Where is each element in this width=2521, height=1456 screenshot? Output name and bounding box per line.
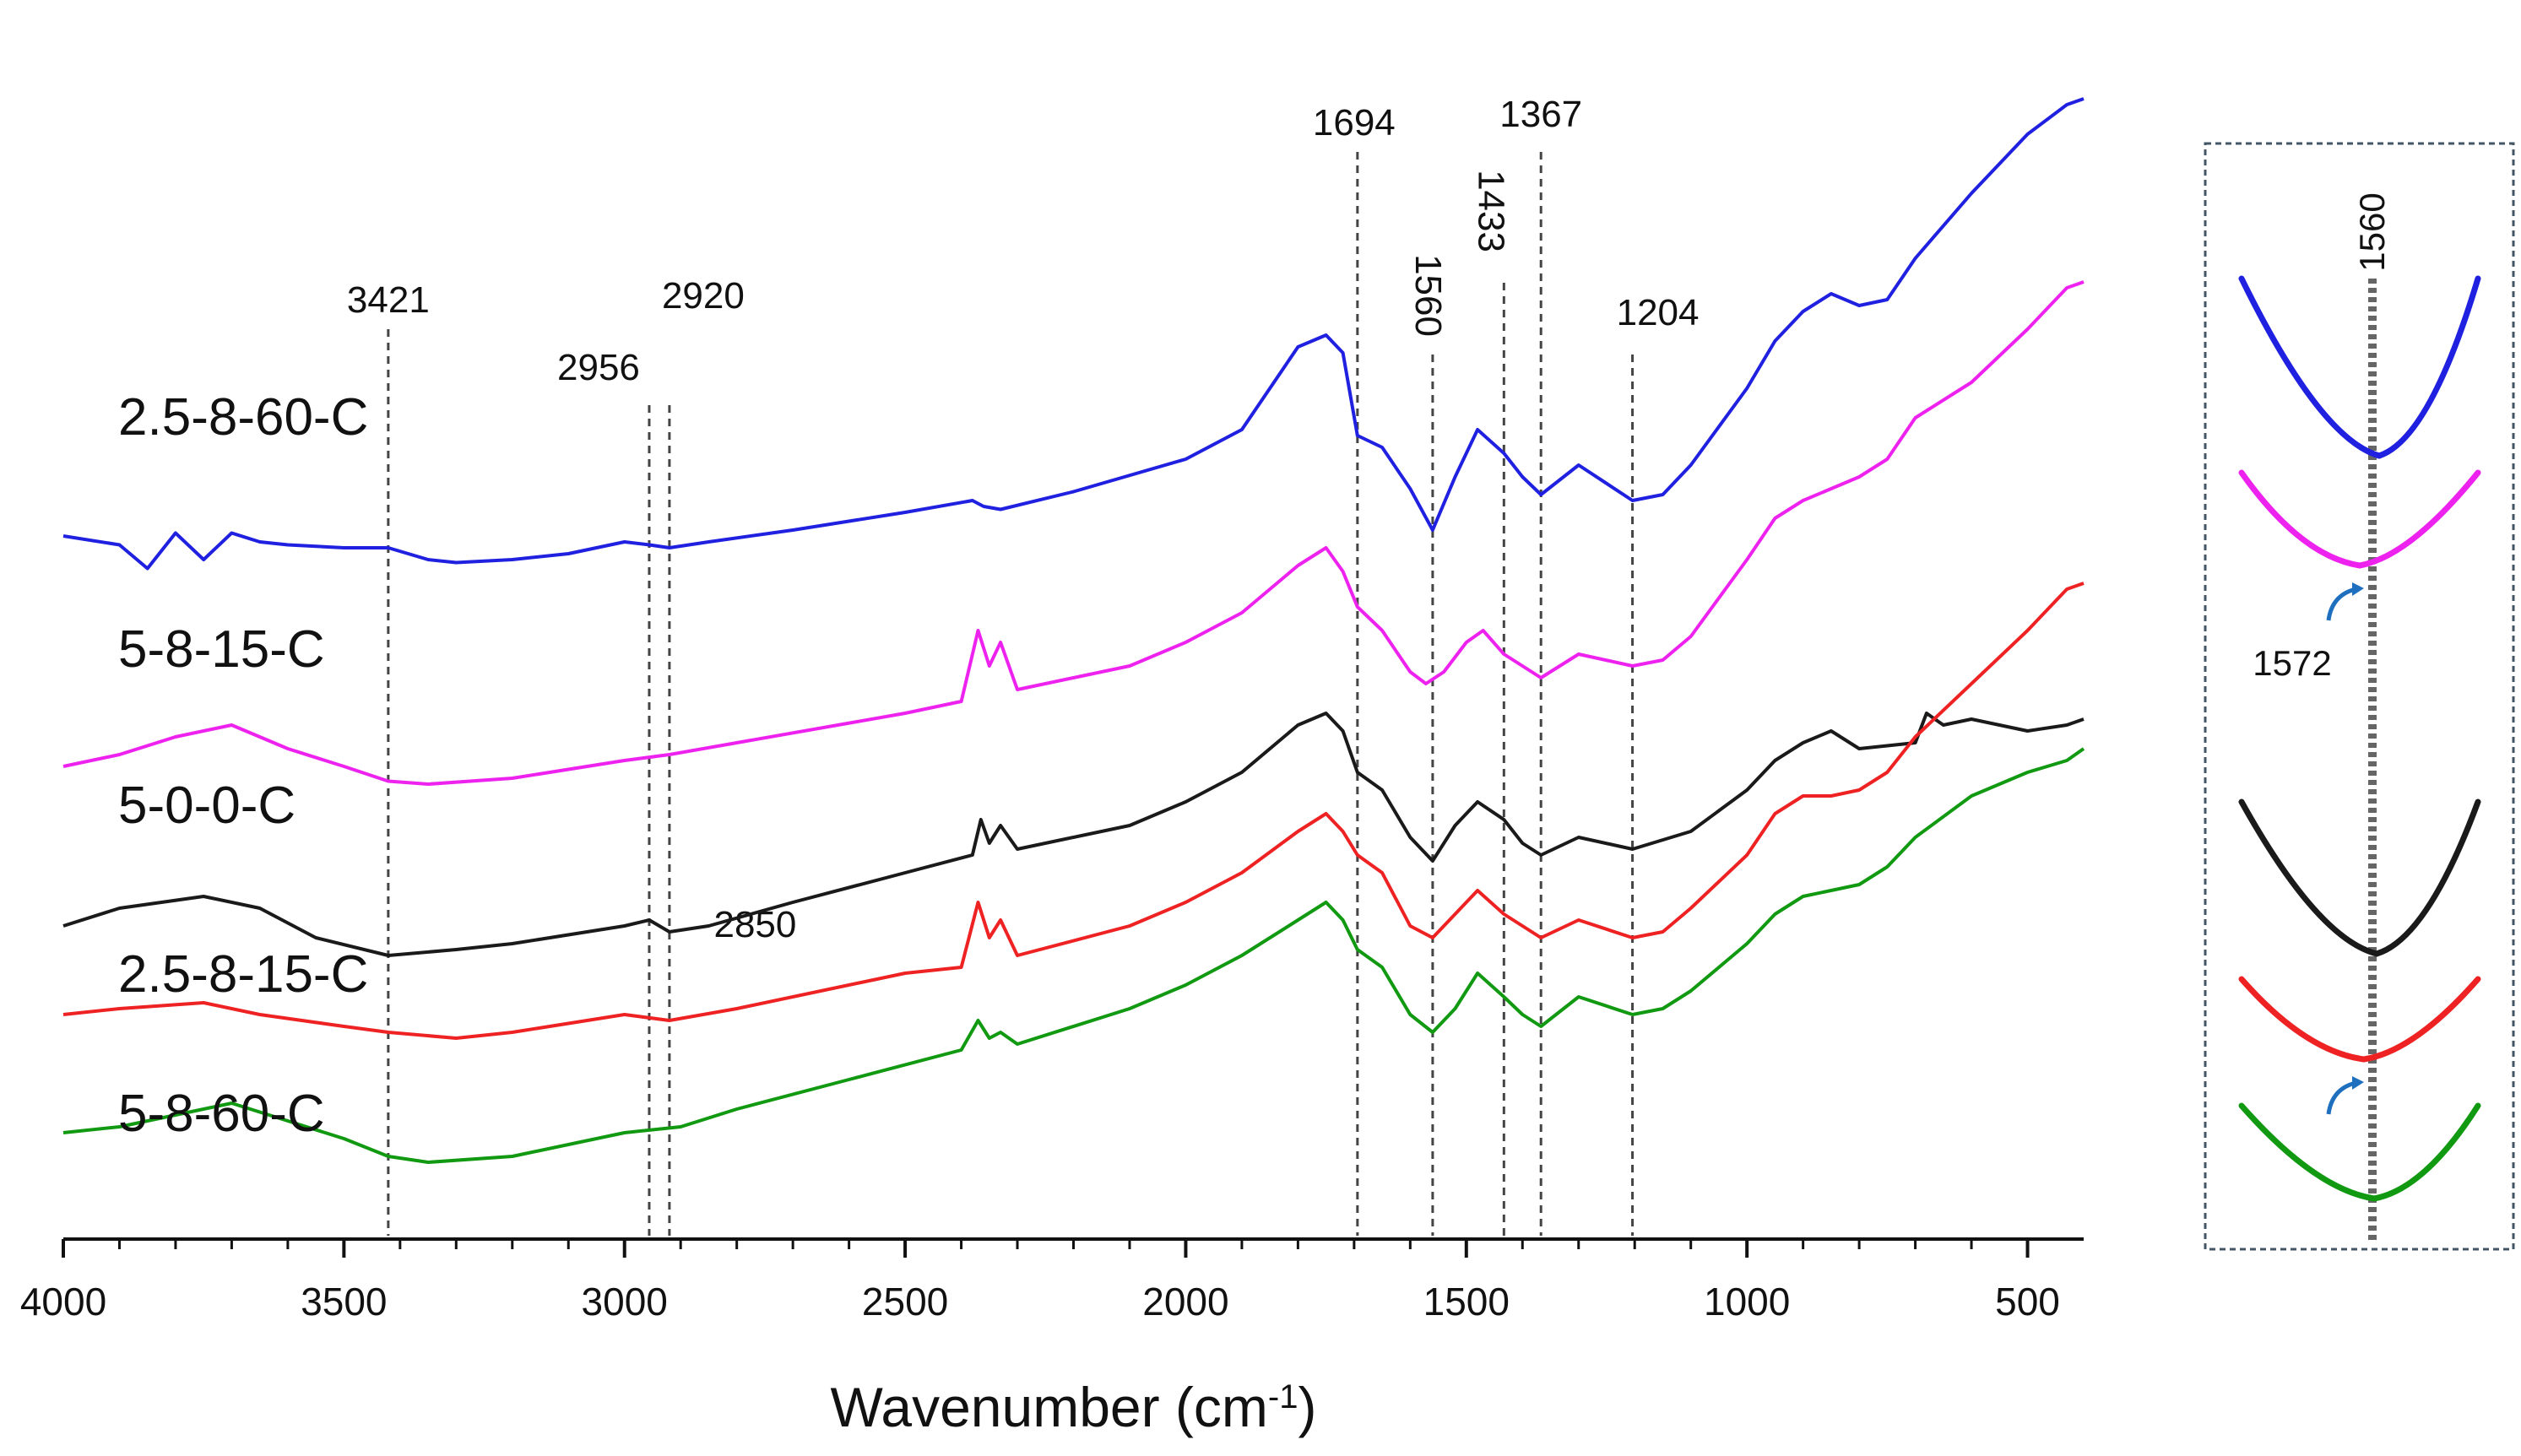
inset-frame (2204, 142, 2515, 1251)
series-label: 2.5-8-60-C (118, 388, 368, 447)
x-tick-label: 500 (1995, 1280, 2060, 1323)
inset-series-line (2238, 275, 2481, 459)
series-line (62, 712, 2085, 957)
inset-plot: 1560 1572 (2204, 142, 2515, 1251)
peak-label: 1560 (1407, 254, 1449, 337)
series-label: 2.5-8-15-C (118, 945, 368, 1004)
series-label: 5-8-15-C (118, 620, 325, 679)
peak-label: 1204 (1617, 292, 1700, 333)
series-line (62, 747, 2085, 1164)
x-tick-label: 1000 (1704, 1280, 1790, 1323)
inset-shift-arrowhead (2352, 582, 2364, 596)
series-line (62, 280, 2085, 786)
inset-shift-label: 1572 (2253, 643, 2331, 683)
inset-peak-label: 1560 (2352, 192, 2392, 271)
x-tick-label: 4000 (20, 1280, 106, 1323)
inset-series-line (2238, 976, 2481, 1063)
peak-label: 2956 (557, 347, 640, 388)
inset-shift-arrow (2326, 1080, 2356, 1115)
inset-series-line (2238, 798, 2481, 957)
series-label: 5-0-0-C (118, 777, 295, 835)
x-tick-label: 2500 (862, 1280, 948, 1323)
peak-label: 1433 (1470, 170, 1511, 252)
x-tick-label: 2000 (1142, 1280, 1228, 1323)
inset-shift-arrowhead (2352, 1076, 2364, 1090)
inset-series-line (2238, 1102, 2481, 1202)
series-line (62, 582, 2085, 1040)
main-plot: 4000 3500 3000 2500 2000 1500 1000 500 Wavenumbe… (20, 94, 2085, 1438)
x-axis-title: Wavenumber (cm-1) (831, 1376, 1317, 1438)
x-tick-label: 3000 (582, 1280, 668, 1323)
peak-label: 1694 (1313, 102, 1396, 143)
x-tick-label: 3500 (301, 1280, 387, 1323)
x-tick-label: 1500 (1423, 1280, 1510, 1323)
peak-label: 3421 (347, 279, 430, 321)
series-line (62, 97, 2085, 571)
peak-label: 2920 (662, 275, 745, 317)
series-label: 5-8-60-C (118, 1085, 325, 1143)
inset-shift-arrow (2326, 587, 2356, 621)
inset-series-line (2238, 469, 2481, 569)
peak-label: 1367 (1499, 94, 1582, 135)
peak-annotation-label: 2850 (713, 904, 796, 945)
